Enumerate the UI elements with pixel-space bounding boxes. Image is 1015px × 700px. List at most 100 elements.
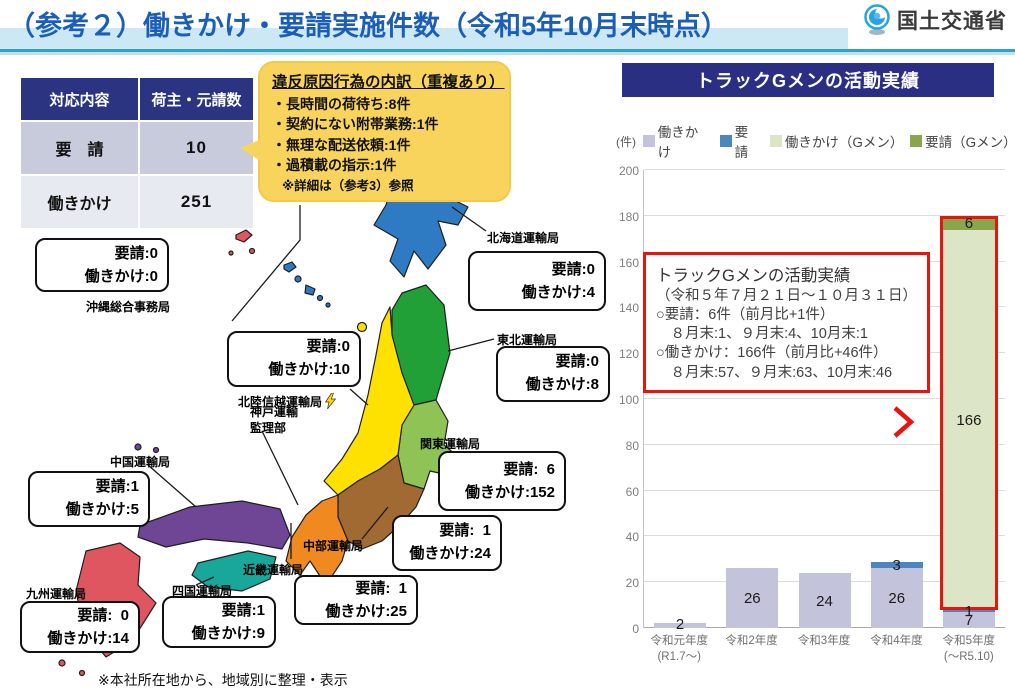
x-category-label: 令和3年度: [797, 635, 851, 647]
agency-name: 国土交通省: [897, 10, 1007, 33]
y-tick-label: 0: [632, 622, 639, 636]
summary-col-header-1: 対応内容: [20, 77, 139, 121]
header: （参考２）働きかけ・要請実施件数（令和5年10月末時点） 国土交通省: [0, 0, 1015, 55]
office-label-kinki: 近畿運輸局: [243, 563, 304, 577]
stacked-bar: 2: [654, 170, 707, 633]
stat-line: 働きかけ:10: [268, 360, 350, 378]
stat-box-chugoku: 要請:1 働きかけ:5: [28, 471, 150, 527]
x-category-label: 令和2年度: [725, 635, 778, 647]
island-amami-1: [283, 261, 297, 273]
gridline: [644, 214, 1005, 216]
legend-swatch-icon: [643, 135, 655, 147]
row-yousei-label: 要 請: [20, 121, 139, 175]
legend-label: 要請: [734, 125, 749, 160]
stat-box-chubu: 要請: 1 働きかけ:24: [392, 515, 502, 571]
chart-panel: トラックGメンの活動実績 (件) 働きかけ 要請 働きかけ（Gメン） 要請（Gメン） …: [613, 55, 1015, 700]
stacked-bar: 26: [726, 170, 779, 628]
bar-segment: [870, 561, 923, 569]
stat-line: 働きかけ:9: [191, 624, 265, 642]
bar-segment: [870, 568, 923, 628]
gridline: [644, 443, 1005, 445]
connector-chubu: [361, 506, 389, 540]
bar-segment: [942, 611, 995, 628]
y-tick-label: 140: [618, 301, 639, 316]
legend-items: 働きかけ 要請 働きかけ（Gメン） 要請（Gメン）: [643, 121, 1015, 161]
y-tick-label: 200: [618, 164, 639, 178]
bar-segment: [798, 573, 851, 628]
stat-line: 要請: 1: [439, 522, 491, 539]
island-kyushu-2: [78, 669, 86, 677]
island-okinawa-3: [228, 250, 234, 256]
y-axis-labels: 0 20 40 60 80 100 120 140 160 180 200: [613, 164, 639, 636]
region-chugoku: [137, 500, 291, 550]
row-hatarakikake-value: 251: [139, 175, 254, 229]
office-label-text: 神戸運輸: [250, 405, 299, 419]
stat-line: 要請: 0: [77, 607, 129, 624]
stat-line: 要請: 1: [355, 580, 407, 597]
stat-line: 働きかけ:5: [65, 500, 139, 518]
stat-box-hokuriku: 要請:0 働きかけ:10: [227, 331, 361, 387]
table-row: 要 請 10: [20, 121, 254, 175]
y-tick-label: 20: [625, 576, 639, 591]
map-footnote: ※本社所在地から、地域別に整理・表示: [98, 672, 348, 688]
bar-segment: [654, 623, 707, 628]
island-okinawa-1: [235, 229, 253, 243]
chart-title: トラックGメンの活動実績: [622, 63, 994, 97]
legend-item: 働きかけ（Gメン）: [770, 131, 904, 151]
activity-callout-line: ８月末:1、９月末:4、10月末:1: [656, 326, 868, 343]
island-oki-1: [134, 443, 142, 451]
island-amami-5: [325, 302, 331, 308]
x-axis-labels: 令和元年度 (R1.7～) 令和2年度 令和3年度 令和4年度 令和5年度 (～R5.10): [643, 633, 1005, 665]
island-oki-2: [152, 446, 160, 454]
gridline: [644, 398, 1005, 399]
legend-swatch-icon: [770, 135, 782, 147]
connector-hokkaido: [451, 206, 487, 232]
stat-line: 働きかけ:25: [325, 602, 407, 620]
bar-column: 2: [644, 170, 716, 633]
office-label-tohoku: 東北運輸局: [497, 333, 558, 347]
violation-callout-title: 違反原因行為の内訳（重複あり）: [272, 74, 505, 91]
connector-hokuriku: [349, 388, 369, 406]
activity-callout-title: トラックGメンの活動実績: [656, 267, 851, 285]
y-tick-label: 120: [618, 347, 639, 362]
office-label-chubu: 中部運輸局: [303, 539, 364, 553]
island-kyushu-1: [58, 659, 66, 667]
callout-pointer-icon: [893, 406, 915, 438]
summary-col-header-2: 荷主・元請数: [139, 77, 254, 121]
stat-box-okinawa: 要請:0 働きかけ:0: [35, 238, 169, 292]
stat-line: 働きかけ:0: [84, 267, 158, 285]
x-category-label: 令和元年度 (R1.7～): [650, 635, 708, 664]
stacked-bar: 24: [798, 170, 851, 628]
summary-table: 対応内容 荷主・元請数 要 請 10 働きかけ 251: [20, 77, 254, 229]
stat-line: 要請: 6: [503, 461, 555, 478]
header-rule-lightblue: [0, 52, 1015, 55]
row-hatarakikake-label: 働きかけ: [20, 175, 139, 229]
y-tick-label: 180: [618, 209, 639, 224]
legend-label: 働きかけ（Gメン）: [784, 135, 904, 150]
callout-tail: [240, 139, 262, 162]
legend-swatch-icon: [910, 135, 923, 147]
connector-tohoku: [447, 338, 495, 352]
bar-column: 7 1 166 6: [933, 170, 1005, 629]
activity-callout: トラックGメンの活動実績 （令和５年７月２１日～１０月３１日） ○要請：6件（前…: [643, 252, 930, 393]
y-tick-label: 40: [625, 530, 639, 545]
mlit-logo-icon: [864, 4, 890, 35]
stat-box-shikoku: 要請:1 働きかけ:9: [162, 596, 276, 648]
activity-callout-line: ○働きかけ：166件（前月比+46件）: [656, 345, 888, 362]
office-label-text: 監理部: [250, 420, 287, 435]
activity-callout-period: （令和５年７月２１日～１０月３１日）: [656, 288, 917, 304]
stat-box-kyushu: 要請: 0 働きかけ:14: [20, 601, 140, 653]
legend-label: 働きかけ: [657, 125, 699, 160]
row-yousei-value: 10: [139, 121, 254, 175]
bar-segment: [942, 229, 995, 610]
bar-column: 26: [716, 170, 788, 628]
x-category-label: 令和4年度: [870, 635, 923, 647]
y-tick-label: 100: [618, 393, 639, 407]
y-tick-label: 60: [625, 484, 639, 499]
stat-line: 要請:0: [306, 338, 350, 355]
office-label-okinawa: 沖縄総合事務局: [86, 300, 171, 314]
office-label-chugoku: 中国運輸局: [110, 455, 171, 469]
stat-line: 要請:0: [114, 245, 158, 262]
stat-box-hokkaido: 要請:0 働きかけ:4: [468, 251, 606, 311]
